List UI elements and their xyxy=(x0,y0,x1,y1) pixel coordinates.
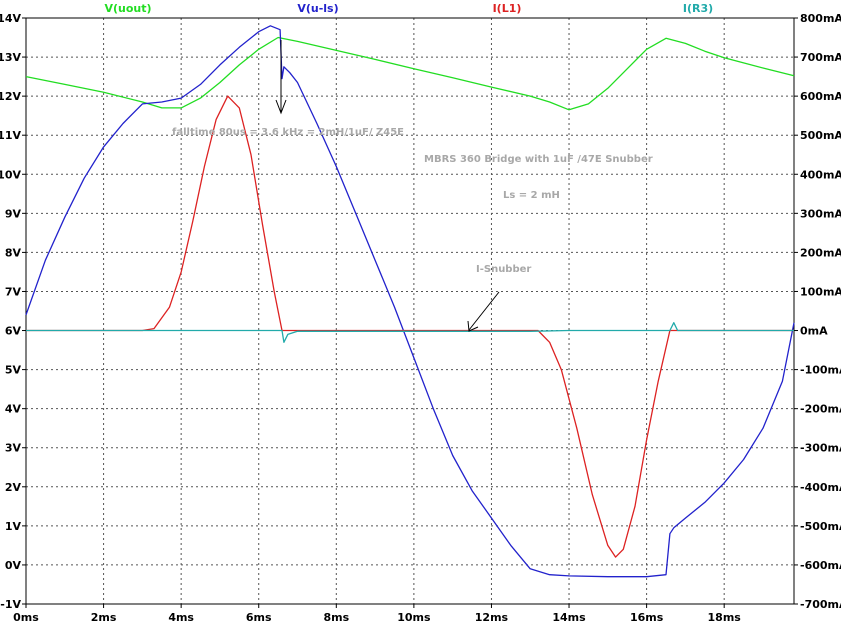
y-right-tick-label: 500mA xyxy=(800,129,841,142)
series-line-i-r3- xyxy=(26,322,794,343)
y-right-tick-label: -500mA xyxy=(800,520,841,533)
annotation-label: falltime 80us = 3.6 kHz = 2mH/1uF/ Z45E xyxy=(172,127,404,138)
legend-entry: I(L1) xyxy=(493,2,522,15)
y-left-tick-label: 11V xyxy=(0,129,21,142)
y-left-tick-label: 4V xyxy=(5,403,22,416)
annotation-label: Ls = 2 mH xyxy=(503,190,560,201)
x-tick-label: 4ms xyxy=(168,611,194,624)
series-line-i-l1- xyxy=(26,95,794,558)
y-left-tick-label: 3V xyxy=(5,442,22,455)
series-lines xyxy=(25,25,795,578)
y-right-tick-label: 400mA xyxy=(800,168,841,181)
series-line-v-u-ls- xyxy=(25,25,795,578)
y-right-tick-label: -400mA xyxy=(800,481,841,494)
axis-ticks: 0ms 2ms 4ms 6ms 8ms 10ms 12ms 14ms 16ms 18ms -1V 0V… xyxy=(0,12,841,624)
y-right-tick-label: 800mA xyxy=(800,12,841,25)
falltime-arrow-head xyxy=(275,99,287,115)
y-right-tick-label: 300mA xyxy=(800,207,841,220)
y-right-tick-label: 0mA xyxy=(800,325,828,338)
x-tick-label: 16ms xyxy=(630,611,664,624)
y-right-tick-label: -300mA xyxy=(800,442,841,455)
y-right-tick-label: -100mA xyxy=(800,364,841,377)
x-tick-label: 0ms xyxy=(13,611,39,624)
y-right-tick-label: 200mA xyxy=(800,246,841,259)
annotations: falltime 80us = 3.6 kHz = 2mH/1uF/ Z45E M… xyxy=(172,127,653,275)
y-left-tick-label: 1V xyxy=(5,520,22,533)
legend-entry: V(u-ls) xyxy=(297,2,338,15)
x-tick-label: 10ms xyxy=(397,611,431,624)
y-right-tick-label: 700mA xyxy=(800,51,841,64)
y-left-tick-label: 12V xyxy=(0,90,21,103)
x-tick-label: 12ms xyxy=(475,611,509,624)
plot-frame xyxy=(25,17,795,605)
y-left-tick-label: 9V xyxy=(5,207,22,220)
y-left-tick-label: 0V xyxy=(5,559,22,572)
snubber-arrow-head xyxy=(467,320,479,332)
y-right-tick-label: -200mA xyxy=(800,403,841,416)
y-right-tick-label: -700mA xyxy=(800,598,841,611)
x-tick-label: 14ms xyxy=(552,611,586,624)
x-tick-label: 2ms xyxy=(91,611,117,624)
y-left-tick-label: 2V xyxy=(5,481,22,494)
x-tick-label: 18ms xyxy=(708,611,742,624)
y-left-tick-label: 14V xyxy=(0,12,21,25)
y-left-tick-label: 7V xyxy=(5,285,22,298)
annotation-arrows xyxy=(275,40,500,332)
legend-entry: V(uout) xyxy=(104,2,151,15)
annotation-label: MBRS 360 Bridge with 1uF /47E Snubber xyxy=(424,154,653,165)
y-right-tick-label: -600mA xyxy=(800,559,841,572)
y-left-tick-label: 13V xyxy=(0,51,21,64)
y-left-tick-label: 5V xyxy=(5,364,22,377)
snubber-arrow-shaft xyxy=(468,291,500,331)
y-left-tick-label: 10V xyxy=(0,168,21,181)
y-left-tick-label: 6V xyxy=(5,325,22,338)
legend: V(uout) V(u-ls) I(L1) I(R3) xyxy=(104,2,713,15)
y-left-tick-label: -1V xyxy=(0,598,21,611)
annotation-label: I-Snubber xyxy=(476,264,531,275)
series-line-v-uout- xyxy=(25,36,795,111)
legend-entry: I(R3) xyxy=(683,2,713,15)
y-right-tick-label: 100mA xyxy=(800,285,841,298)
y-right-tick-label: 600mA xyxy=(800,90,841,103)
x-tick-label: 8ms xyxy=(323,611,349,624)
y-left-tick-label: 8V xyxy=(5,246,22,259)
x-tick-label: 6ms xyxy=(246,611,272,624)
